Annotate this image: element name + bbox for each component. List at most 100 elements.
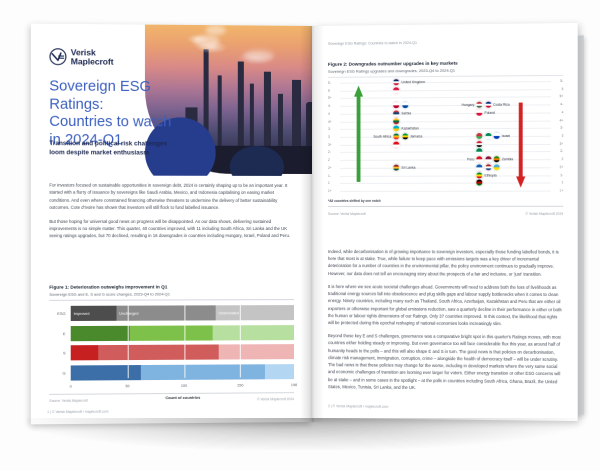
running-header: Sovereign ESG Ratings: Countries to watc…	[327, 40, 417, 46]
y-axis-tick-label: 5+	[327, 96, 332, 101]
country-label: Jamaica	[409, 134, 423, 139]
left-paragraph-2: But those hoping for universal good news…	[49, 218, 291, 239]
country-flag-icon	[475, 170, 484, 180]
country-flag-icon	[475, 147, 484, 156]
y-axis-tick-label: 4-	[560, 102, 564, 107]
y-axis-tick-label: 2+	[327, 165, 332, 170]
y-axis-tick-label: 5+	[559, 94, 564, 99]
y-axis-tick-label: 3-	[327, 127, 331, 132]
bar-segment	[264, 363, 294, 379]
country-flag-icon	[475, 108, 484, 117]
verisk-logo-icon	[49, 48, 66, 65]
country-label: Peru	[467, 157, 475, 162]
bar-segment	[70, 325, 130, 341]
figure-2: Figure 2: Downgrades outnumber upgrades …	[327, 60, 564, 216]
y-axis-tick-label: 1	[327, 181, 330, 186]
y-axis-tick-label: 3	[561, 133, 564, 138]
bar-segment-legend-label: Deteriorated	[218, 310, 239, 315]
bar-segment: Improved	[70, 305, 117, 321]
bar-track	[70, 363, 294, 381]
figure-1-rule	[49, 299, 294, 301]
bar-category-label: S	[62, 350, 66, 356]
figure-1-title: Figure 1: Deterioration outweighs improv…	[49, 284, 168, 290]
title-line-1: Sovereign ESG Ratings:	[49, 78, 151, 113]
y-axis-tick-label: 4	[561, 110, 564, 115]
chart-x-axis: 0 50 100 150 198	[69, 382, 298, 397]
bar-segment	[70, 364, 142, 381]
upgrades-downgrades-chart: 5- 5- 5 5 5+ 5+ 4- 4- 4 4 4+ 4+ 3- 3- 3 3 3+ 3+ 2- 2- 2 2 2+ 2+…	[327, 74, 564, 196]
logo-line-2: Maplecroft	[70, 56, 114, 67]
country-label: South Africa	[373, 134, 392, 139]
bar-segment: Unchanged	[116, 305, 216, 321]
bar-segment-legend-label: Improved	[73, 311, 90, 316]
country-flag-icon	[492, 131, 501, 141]
y-axis-tick-label: 5-	[327, 80, 331, 85]
bar-category-label: G	[62, 370, 66, 376]
left-page-footer: 1 | © Verisk Maplecroft / maplecroft.com	[47, 409, 109, 415]
right-page: Sovereign ESG Ratings: Countries to watc…	[312, 22, 578, 422]
y-axis-tick-label: 1-	[560, 172, 564, 177]
country-label: Zambia	[501, 157, 514, 162]
figure-2-note: *All countries shifted by one notch	[327, 198, 381, 203]
country-flag-icon	[400, 101, 410, 110]
chart-gridline	[340, 96, 551, 99]
subtitle-line-2: loom despite market enthusiasm	[49, 149, 149, 157]
y-axis-tick-label: 4	[327, 111, 330, 116]
country-label: Poland	[484, 110, 495, 115]
y-axis-tick-label: 4+	[327, 119, 332, 124]
figure-2-rule	[327, 205, 564, 207]
bar-track	[70, 344, 294, 361]
page-subtitle: Transition and political risk challenges…	[49, 139, 201, 158]
country-flag-icon	[492, 163, 501, 172]
country-label: Hungary	[461, 103, 475, 108]
y-axis-tick-label: 2	[327, 158, 330, 163]
chart-bar-row: S	[49, 344, 294, 361]
verisk-maplecroft-logo: Verisk Maplecroft	[49, 47, 114, 67]
figure-2-footer: Source: Verisk Maplecroft © Verisk Maple…	[328, 211, 563, 215]
right-page-footer: 2 | © Verisk Maplecroft / maplecroft.com	[327, 404, 389, 409]
left-paragraph-1: For investors focused on sustainable opp…	[49, 182, 288, 211]
x-axis-tick-label: 198	[290, 382, 298, 387]
chart-gridline	[340, 88, 551, 91]
left-page: Verisk Maplecroft Sovereign ESG Ratings:…	[30, 23, 313, 425]
y-axis-tick-label: 3+	[327, 142, 332, 147]
y-axis-tick-label: 4+	[559, 118, 564, 123]
country-label: Israel	[501, 133, 511, 139]
stacked-bar-chart: ESG Improved Unchanged Deteriorated E S G 0 50 10…	[49, 304, 297, 400]
x-axis-tick-label: 150	[237, 382, 244, 388]
bar-category-label: ESG	[57, 310, 66, 316]
x-axis-tick-label: 0	[69, 384, 72, 389]
bar-segment: Deteriorated	[215, 305, 294, 321]
right-paragraph-3: Beyond these key E and S challenges, gov…	[327, 333, 562, 390]
chart-bar-row: G	[49, 363, 294, 381]
x-axis-tick-label: 50	[125, 383, 130, 388]
chart-gridline	[340, 190, 551, 192]
figure-2-copyright: © Verisk Maplecroft 2024	[525, 211, 564, 216]
country-label: Serbia	[401, 111, 411, 116]
x-axis-tick-label: 100	[180, 383, 188, 388]
country-flag-icon	[392, 101, 401, 110]
country-flag-icon	[475, 178, 484, 188]
country-label: Sri Lanka	[401, 165, 416, 170]
figure-1: Figure 1: Deterioration outweighs improv…	[49, 284, 297, 403]
bar-category-label: E	[62, 330, 66, 336]
y-axis-tick-label: 3	[327, 134, 330, 139]
chart-bar-row: ESG Improved Unchanged Deteriorated	[49, 305, 294, 322]
figure-2-title: Figure 2: Downgrades outnumber upgrades …	[327, 60, 458, 67]
y-axis-tick-label: 2	[561, 157, 564, 162]
hero-banner: Verisk Maplecroft Sovereign ESG Ratings:…	[31, 23, 313, 177]
figure-1-subtitle: Sovereign ESG and E, S and G score chang…	[49, 291, 170, 297]
y-axis-tick-label: 2-	[327, 150, 331, 155]
left-body-text: For investors focused on sustainable opp…	[49, 182, 294, 246]
right-paragraph-1: Indeed, while decarbonisation is of grow…	[327, 249, 559, 277]
country-flag-icon	[475, 100, 484, 110]
figure-2-subtitle: Sovereign ESG Ratings upgrades and downg…	[327, 67, 456, 74]
country-label: Costa Rica	[493, 102, 510, 107]
figure-2-source: Source: Verisk Maplecroft	[327, 211, 366, 216]
bar-segment	[70, 345, 99, 361]
country-label: Kazakhstan	[401, 126, 419, 131]
downgrades-arrow-icon	[516, 102, 526, 188]
y-axis-tick-label: 1-	[327, 173, 331, 178]
y-axis-tick-label: 5-	[560, 78, 564, 84]
